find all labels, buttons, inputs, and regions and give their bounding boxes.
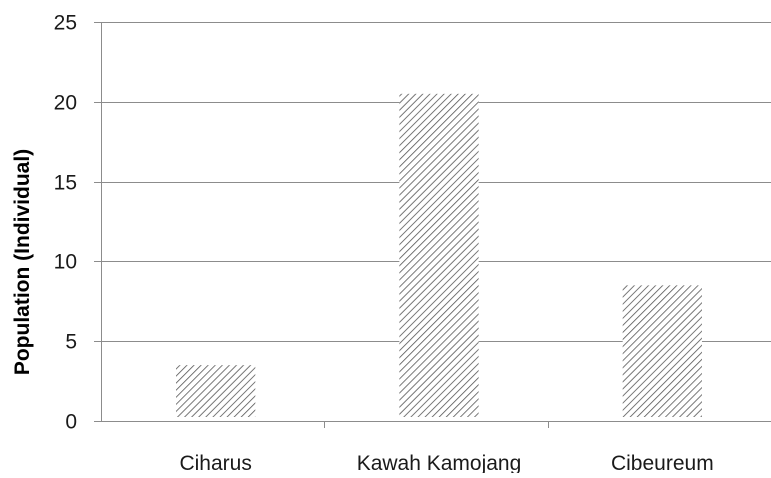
bar-cibeureum (622, 285, 702, 417)
bars (176, 93, 702, 417)
y-tick-labels: 0 5 10 15 20 25 (54, 12, 77, 434)
axes (94, 22, 771, 428)
y-axis-title: Population (Individual) (11, 149, 34, 375)
y-tick-label: 5 (65, 331, 77, 354)
y-tick-label: 20 (54, 92, 77, 115)
y-tick-label: 15 (54, 172, 77, 195)
x-category-label: Ciharus (179, 452, 251, 473)
x-category-label: Kawah Kamojang (357, 452, 522, 473)
y-tick-label: 10 (54, 251, 77, 274)
bar-ciharus (176, 365, 256, 417)
y-tick-label: 25 (54, 12, 77, 35)
x-category-label: Cibeureum (611, 452, 714, 473)
x-category-labels: Ciharus Kawah Kamojang Cibeureum (179, 452, 714, 475)
bar-kawah-kamojang (399, 93, 479, 417)
y-tick-label: 0 (65, 411, 77, 434)
